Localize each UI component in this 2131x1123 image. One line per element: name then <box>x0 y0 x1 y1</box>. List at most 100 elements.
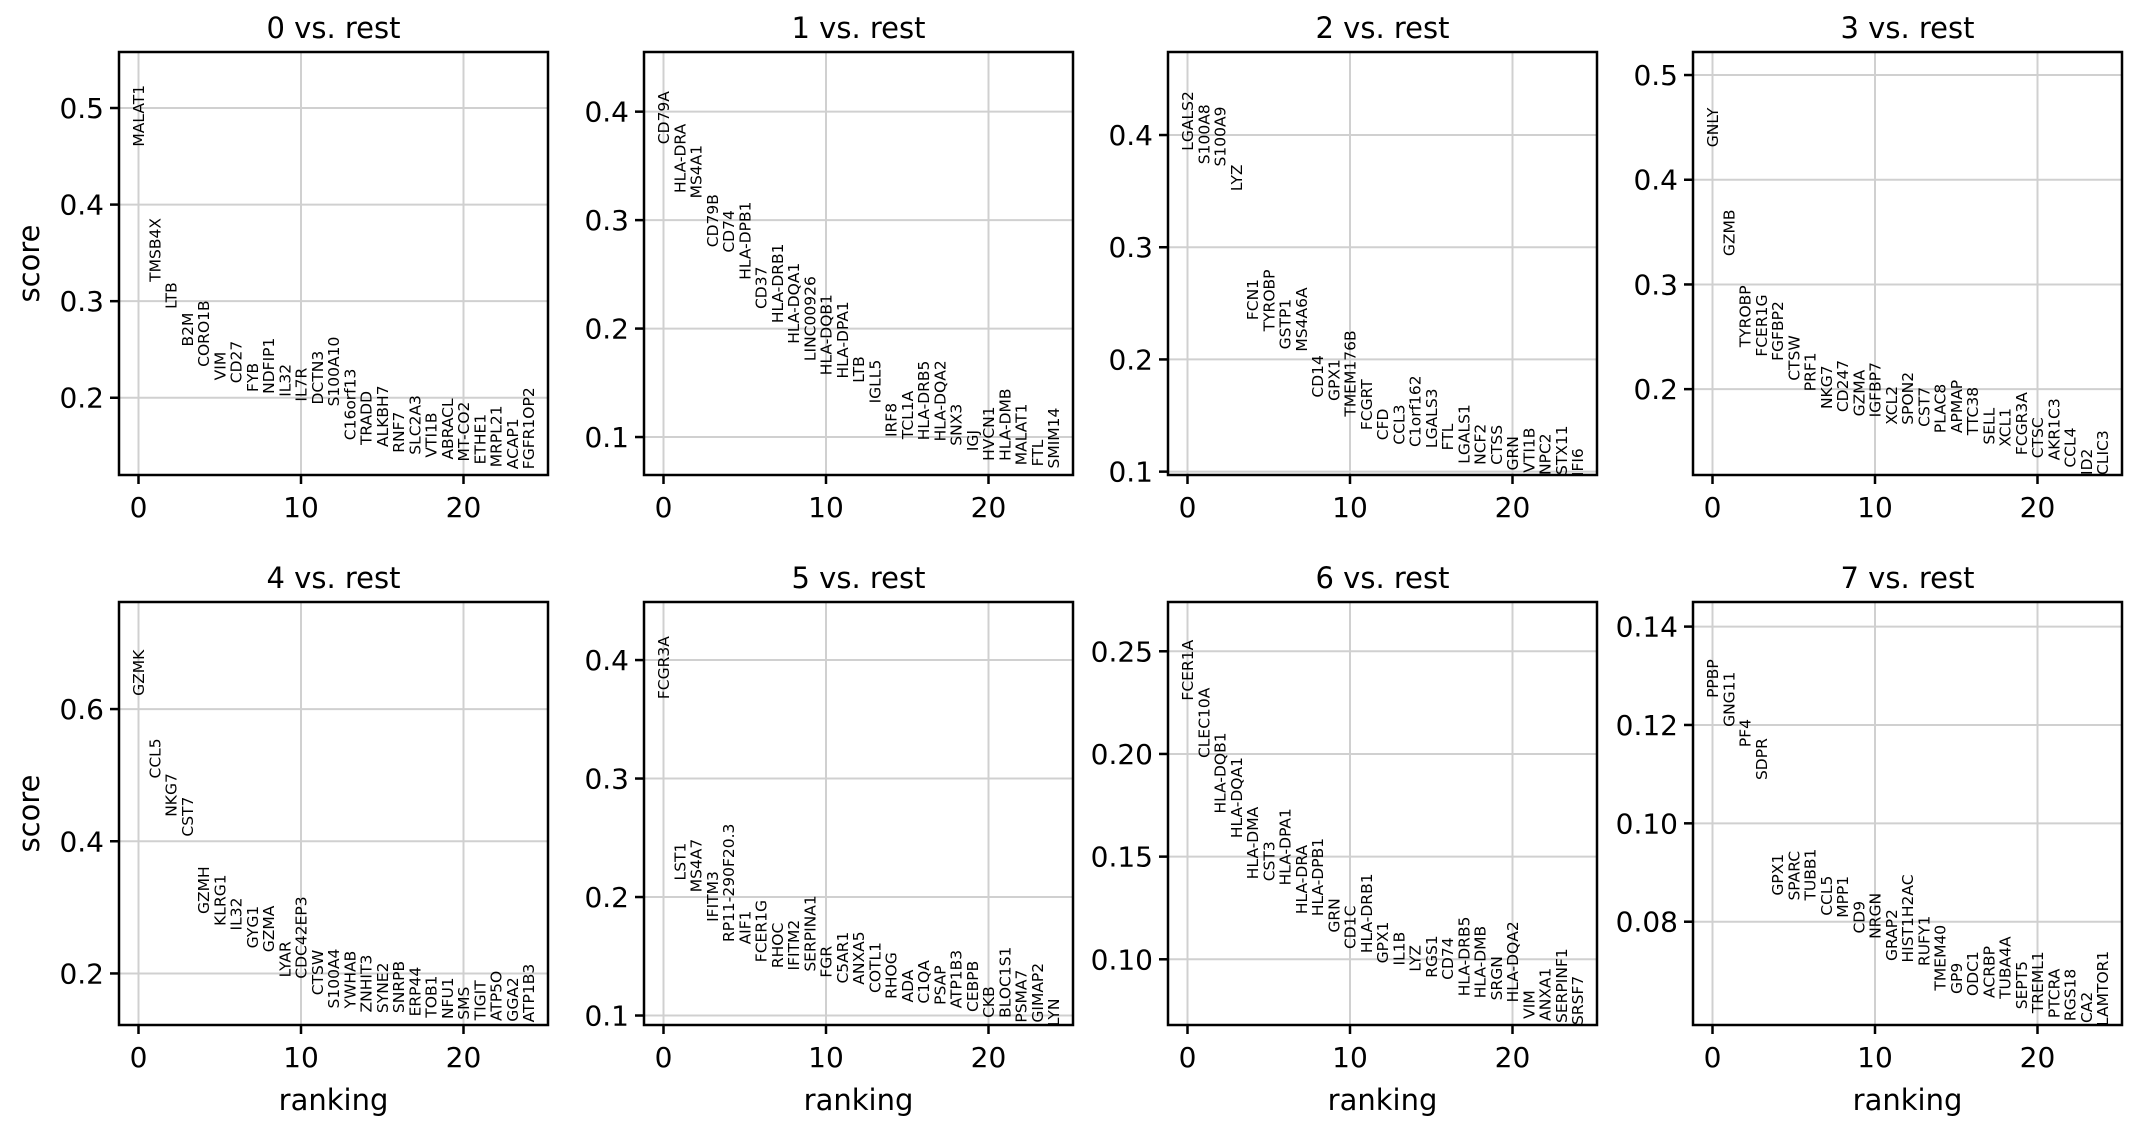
gene-label: ANXA5 <box>850 931 868 984</box>
gene-label: MS4A1 <box>688 145 706 199</box>
y-tick-label: 0.12 <box>1616 709 1678 742</box>
gene-label: GZMB <box>1720 210 1738 257</box>
gene-label: TTC38 <box>1964 387 1982 436</box>
gene-label: IGFBP7 <box>1867 362 1885 417</box>
x-tick-label: 10 <box>283 491 319 524</box>
gene-label: ODC1 <box>1964 951 1982 996</box>
gene-label: NKG7 <box>1818 365 1836 409</box>
x-tick-label: 20 <box>971 491 1007 524</box>
gene-label: HLA-DQB1 <box>1212 732 1230 813</box>
x-axis-label: ranking <box>1328 1083 1438 1117</box>
gene-label: HLA-DQB1 <box>818 294 836 375</box>
gene-label: SELL <box>1980 407 1998 444</box>
gene-label: ATP5O <box>488 971 506 1021</box>
axes-spines <box>1166 50 1599 477</box>
gene-label: NRGN <box>1867 893 1885 939</box>
y-tick-label: 0.3 <box>1633 268 1678 301</box>
gene-label: FCN1 <box>1244 279 1262 320</box>
gene-label: HLA-DQA2 <box>1504 921 1522 1002</box>
x-tick-label: 10 <box>1857 491 1893 524</box>
gene-label: C5AR1 <box>834 932 852 984</box>
gene-label: TREML1 <box>2029 951 2047 1014</box>
gene-label: CLIC3 <box>2094 430 2112 475</box>
gene-label: HVCN1 <box>980 406 998 461</box>
x-tick-label: 10 <box>808 1041 844 1074</box>
axes-spines <box>1166 600 1599 1027</box>
gene-label: ATP1B3 <box>948 950 966 1009</box>
gene-label: IL1B <box>1390 932 1408 966</box>
y-tick-label: 0.3 <box>1108 231 1153 264</box>
gene-label: TUBA4A <box>1997 936 2015 1000</box>
x-axis-label: ranking <box>804 1083 914 1117</box>
gene-label: LTB <box>850 356 868 383</box>
gene-label: LINC00926 <box>801 276 819 361</box>
gene-label: FCGRT <box>1358 379 1376 430</box>
gene-label: GZMH <box>195 866 213 914</box>
gene-label: TYROBP <box>1737 285 1755 348</box>
gene-label: GZMK <box>130 649 148 696</box>
gene-label: GRN <box>1325 898 1343 932</box>
y-tick-label: 0.1 <box>584 1000 629 1033</box>
y-tick-label: 0.2 <box>1108 343 1153 376</box>
gene-label: ATP1B3 <box>520 964 538 1023</box>
gene-label: GIMAP2 <box>1029 963 1047 1023</box>
gene-label: HLA-DMB <box>996 388 1014 460</box>
gene-label: CD74 <box>1439 937 1457 979</box>
gene-label: CD27 <box>228 341 246 383</box>
gene-label: PLAC8 <box>1932 384 1950 433</box>
x-tick-label: 0 <box>130 491 148 524</box>
gene-label: MALAT1 <box>1013 404 1031 466</box>
gene-label: HLA-DRB1 <box>1358 873 1376 953</box>
panel-title: 1 vs. rest <box>792 11 926 45</box>
axes-spines <box>117 50 550 477</box>
gene-label: IGJ <box>964 430 982 451</box>
x-tick-label: 0 <box>1179 1041 1197 1074</box>
gene-label: FTL <box>1029 439 1047 466</box>
gene-label: C1QA <box>915 960 933 1004</box>
x-axis-label: ranking <box>279 1083 389 1117</box>
gene-label: S100A4 <box>325 949 343 1009</box>
gene-label: APMAP <box>1948 380 1966 433</box>
gene-label: GRAP2 <box>1883 909 1901 961</box>
gene-label: IFI6 <box>1569 448 1587 476</box>
x-tick-label: 10 <box>1332 491 1368 524</box>
gene-label: IRF8 <box>883 403 901 437</box>
y-tick-label: 0.10 <box>1091 943 1153 976</box>
gene-label: GRN <box>1504 436 1522 470</box>
gene-label: RNF7 <box>390 412 408 453</box>
gene-label: AKR1C3 <box>2045 398 2063 460</box>
gene-label: SPARC <box>1785 851 1803 901</box>
gene-label: HLA-DRB5 <box>915 361 933 441</box>
x-tick-label: 20 <box>1495 491 1531 524</box>
gene-label: LYZ <box>1228 164 1246 191</box>
gene-label: YWHAB <box>341 951 359 1010</box>
gene-label: MT-CO2 <box>455 402 473 462</box>
x-tick-label: 20 <box>971 1041 1007 1074</box>
gene-label: RUFY1 <box>1915 916 1933 966</box>
y-tick-label: 0.4 <box>584 644 629 677</box>
gene-label: HLA-DPA1 <box>1277 808 1295 885</box>
gene-label: S100A10 <box>325 337 343 407</box>
x-tick-label: 0 <box>1179 491 1197 524</box>
gene-label: PPBP <box>1704 659 1722 698</box>
gene-label: HLA-DPA1 <box>834 301 852 378</box>
gene-label: KLRG1 <box>211 874 229 925</box>
gene-label: CTSW <box>1785 335 1803 380</box>
x-tick-label: 20 <box>446 491 482 524</box>
y-tick-label: 0.1 <box>1108 456 1153 489</box>
gene-label: FYB <box>244 363 262 392</box>
gene-label: RGS1 <box>1423 935 1441 977</box>
gene-label: S100A9 <box>1212 107 1230 167</box>
gene-label: GNLY <box>1704 107 1722 147</box>
gene-label: TCL1A <box>899 390 917 440</box>
gene-label: CTSW <box>309 950 327 995</box>
gene-label: ACAP1 <box>504 418 522 469</box>
gene-label: GP9 <box>1948 963 1966 994</box>
gene-label: ACRBP <box>1980 946 1998 998</box>
gene-label: HLA-DQA1 <box>785 263 803 344</box>
gene-label: CST3 <box>1260 841 1278 881</box>
y-tick-label: 0.2 <box>59 957 104 990</box>
y-tick-label: 0.3 <box>584 763 629 796</box>
